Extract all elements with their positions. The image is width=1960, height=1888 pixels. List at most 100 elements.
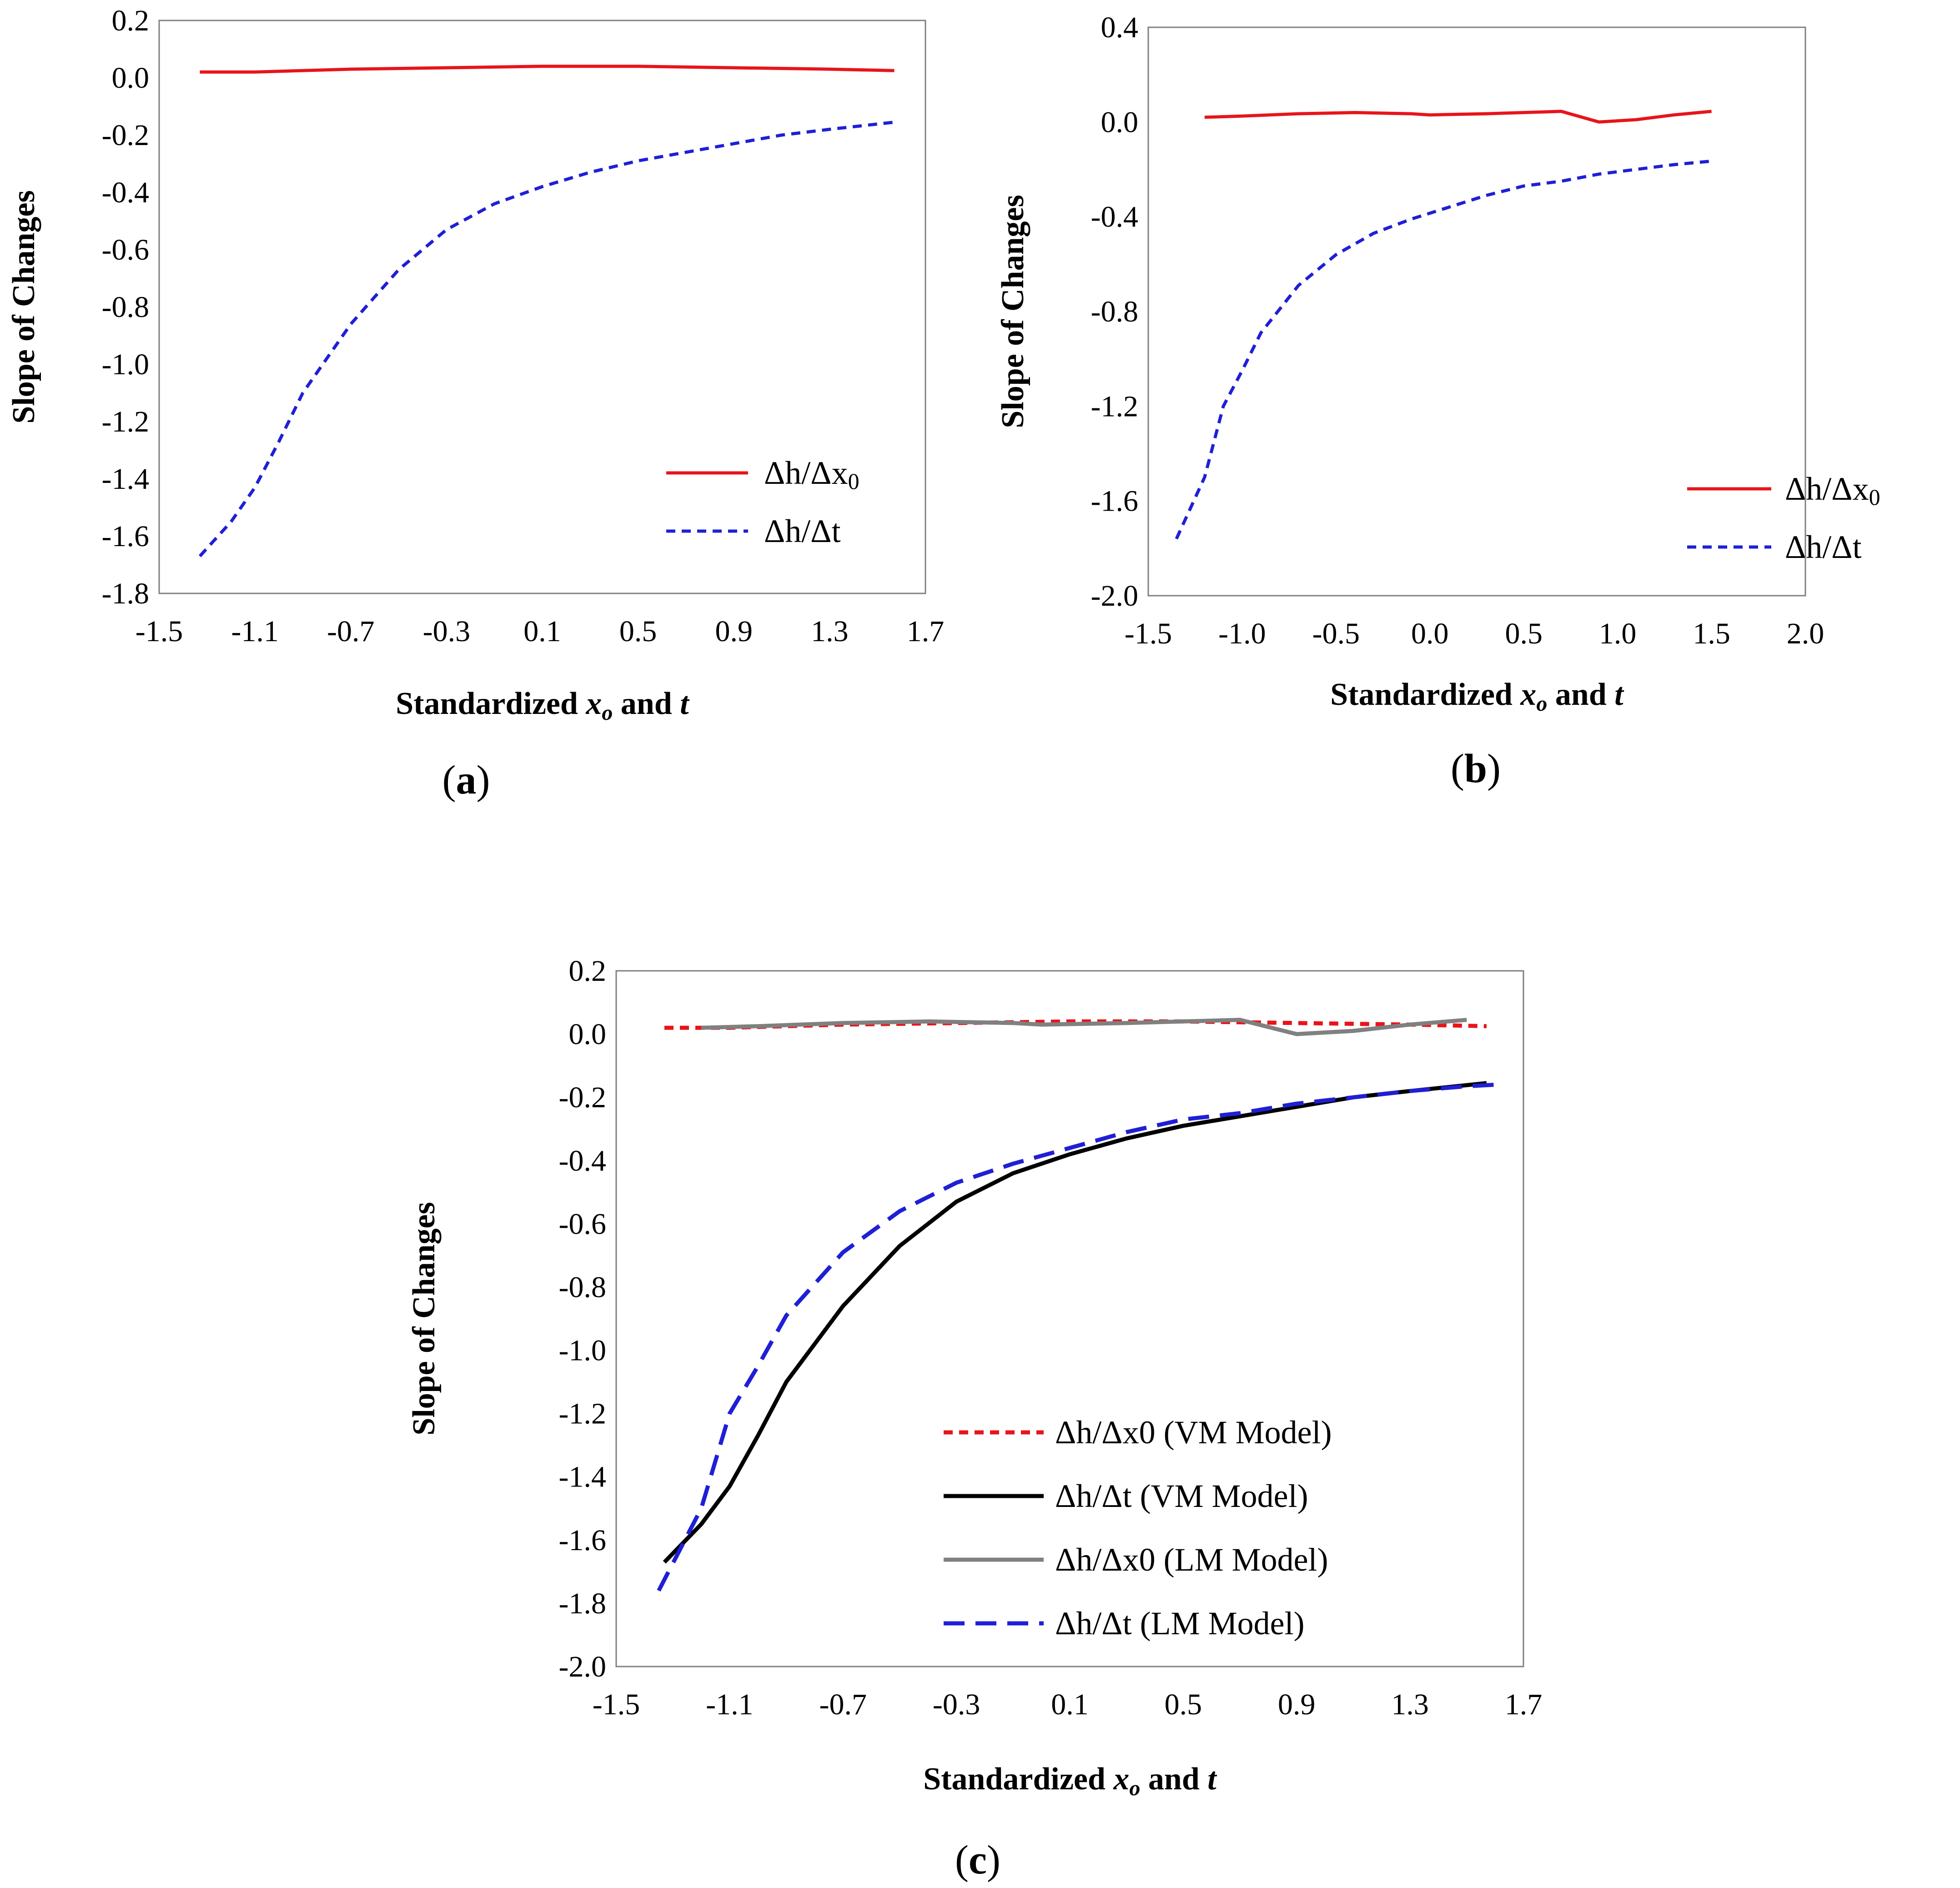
series-line-3 (701, 1018, 1467, 1036)
y-axis-title: Slope of Changes (6, 190, 41, 423)
legend-label-3: Δh/Δx0 (LM Model) (1055, 1542, 1328, 1578)
y-tick-label: -0.4 (102, 176, 149, 209)
x-axis-title-prefix: Standardized (396, 686, 586, 721)
x-axis-title-var2: t (1614, 677, 1624, 712)
x-tick-label: 1.3 (811, 615, 849, 648)
y-tick-label: -1.6 (1091, 485, 1138, 518)
x-tick-label: -0.3 (423, 615, 470, 648)
x-axis-title: Standardized xo and t (923, 1762, 1217, 1800)
x-tick-label: 1.7 (1505, 1688, 1543, 1721)
x-tick-label: -0.3 (933, 1688, 980, 1721)
x-axis-title-mid: and (1140, 1762, 1207, 1797)
legend-label-main: Δh/Δt (LM Model) (1055, 1605, 1305, 1642)
series-line-1 (1204, 110, 1712, 124)
x-axis-title-prefix: Standardized (923, 1762, 1113, 1797)
panel-label-letter: c (969, 1838, 987, 1883)
y-tick-label: -1.4 (102, 462, 149, 496)
x-axis-title-var: x (1520, 677, 1536, 712)
y-tick-label: -1.0 (559, 1334, 606, 1367)
chart-panel-b: 0.4 0.0 -0.4 -0.8 -1.2 -1.6 -2.0 -1.5 -1.0 -0.5 0.… (995, 11, 1880, 791)
y-tick-label: -0.8 (102, 291, 149, 324)
x-tick-label: 0.1 (523, 615, 561, 648)
y-tick-label: -0.2 (559, 1081, 606, 1114)
y-axis-title: Slope of Changes (407, 1202, 442, 1435)
y-tick-label: -1.2 (559, 1397, 606, 1431)
series-line-4 (657, 1082, 1495, 1592)
legend-label-1: Δh/Δx0 (764, 455, 859, 494)
x-axis-title: Standardized xo and t (396, 686, 690, 725)
legend: Δh/Δx0 (VM Model) Δh/Δt (VM Model) Δh/Δx0 … (944, 1414, 1332, 1642)
series-line-2 (1175, 159, 1712, 540)
legend-label-4: Δh/Δt (LM Model) (1055, 1605, 1305, 1642)
panel-label-open: ( (1451, 746, 1464, 791)
panel-label-open: ( (442, 758, 456, 803)
y-tick-label: -1.8 (102, 577, 149, 610)
panel-label-close: ) (987, 1838, 1000, 1883)
x-tick-label: -0.5 (1312, 617, 1360, 650)
legend-label-main: Δh/Δx0 (LM Model) (1055, 1542, 1328, 1578)
y-tick-label: 0.0 (1101, 105, 1139, 139)
x-axis-title-sub: o (1536, 692, 1547, 716)
x-tick-label: -1.1 (706, 1688, 753, 1721)
x-tick-label: 0.9 (715, 615, 753, 648)
y-tick-label: -1.4 (559, 1461, 606, 1494)
x-axis-title-var2: t (680, 686, 690, 721)
y-tick-label: 0.2 (569, 954, 607, 988)
plot-area (158, 20, 926, 594)
y-axis-title: Slope of Changes (995, 195, 1030, 428)
x-axis-title-var: x (585, 686, 602, 721)
series-line-1 (200, 65, 895, 74)
x-axis-title-var2: t (1207, 1762, 1217, 1797)
legend-label-main: Δh/Δt (764, 513, 841, 549)
y-tick-label: -0.4 (1091, 201, 1138, 234)
x-axis-title-prefix: Standardized (1330, 677, 1520, 712)
x-tick-label: 1.3 (1391, 1688, 1429, 1721)
y-tick-label: 0.2 (112, 4, 150, 37)
x-tick-label: 0.5 (619, 615, 657, 648)
x-tick-label: 0.5 (1165, 1688, 1202, 1721)
y-tick-label: -1.8 (559, 1587, 606, 1620)
y-tick-label: -0.2 (102, 119, 149, 152)
x-tick-label: 0.5 (1505, 617, 1543, 650)
y-tick-label: 0.0 (112, 61, 150, 95)
y-tick-label: -0.4 (559, 1144, 606, 1177)
y-tick-label: -0.8 (1091, 295, 1138, 328)
legend-label-main: Δh/Δt (VM Model) (1055, 1478, 1308, 1514)
x-axis-title-sub: o (1129, 1776, 1140, 1800)
x-tick-label: 1.7 (907, 615, 945, 648)
x-tick-label: -1.0 (1218, 617, 1266, 650)
legend-label-sub: 0 (848, 468, 859, 494)
legend: Δh/Δx0 Δh/Δt (666, 455, 859, 549)
x-axis-title-mid: and (1547, 677, 1614, 712)
y-tick-label: 0.4 (1101, 11, 1139, 44)
x-tick-label: -0.7 (819, 1688, 867, 1721)
y-tick-label: -1.0 (102, 348, 149, 381)
panel-label-letter: a (456, 758, 477, 803)
y-tick-label: -0.6 (102, 233, 149, 266)
legend-label-2: Δh/Δt (764, 513, 841, 549)
x-tick-label: -1.5 (136, 615, 183, 648)
x-tick-label: 0.9 (1278, 1688, 1316, 1721)
plot-area (1147, 26, 1806, 597)
y-tick-label: -0.8 (559, 1270, 606, 1304)
y-tick-label: 0.0 (569, 1018, 607, 1051)
panel-label: (a) (442, 758, 490, 803)
panel-label-close: ) (477, 758, 490, 803)
panel-label: (b) (1451, 746, 1501, 791)
chart-panel-a: 0.2 0.0 -0.2 -0.4 -0.6 -0.8 -1.0 -1.2 -1.4 -1.6 -1… (6, 4, 944, 803)
y-tick-label: -1.6 (559, 1524, 606, 1557)
legend-label-2: Δh/Δt (1785, 529, 1862, 565)
legend-label-main: Δh/Δx (1785, 471, 1869, 507)
legend: Δh/Δx0 Δh/Δt (1687, 471, 1880, 565)
x-tick-label: 1.5 (1693, 617, 1730, 650)
y-tick-label: -1.2 (1091, 390, 1138, 423)
x-axis-title-var: x (1113, 1762, 1129, 1797)
panel-label-open: ( (955, 1838, 969, 1883)
x-tick-label: 2.0 (1787, 617, 1824, 650)
y-tick-label: -1.2 (102, 405, 149, 438)
panel-label: (c) (955, 1838, 1000, 1883)
x-axis-title-mid: and (613, 686, 680, 721)
x-axis-title-sub: o (602, 701, 613, 725)
panel-label-letter: b (1464, 746, 1487, 791)
